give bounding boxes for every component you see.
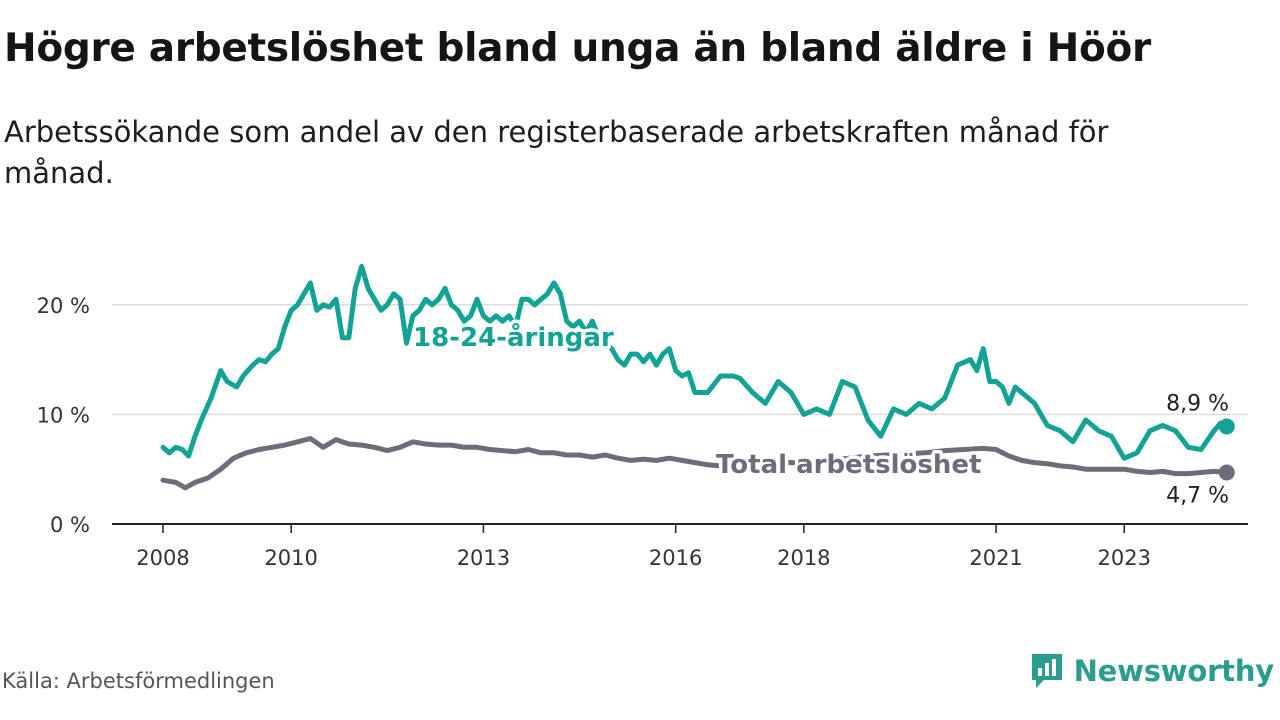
total-series-label: Total arbetslöshet — [716, 450, 981, 480]
source-note: Källa: Arbetsförmedlingen — [2, 669, 275, 693]
x-tick-label: 2016 — [649, 546, 702, 570]
brand-name: Newsworthy — [1073, 654, 1275, 688]
x-tick-label: 2013 — [457, 546, 510, 570]
gridlines — [112, 304, 1248, 416]
x-tick-label: 2010 — [264, 546, 317, 570]
x-tick-label: 2023 — [1098, 546, 1151, 570]
chart-title: Högre arbetslöshet bland unga än bland ä… — [4, 26, 1151, 71]
x-tick-label: 2008 — [136, 546, 189, 570]
total-end-point — [1218, 464, 1235, 481]
x-tick-label: 2018 — [777, 546, 830, 570]
total-series-line — [160, 436, 1230, 491]
newsworthy-logo-icon — [1031, 654, 1062, 688]
x-axis: 0 % 10 % 20 % 2008 2010 2013 2016 2018 2021 2023 — [37, 294, 1248, 570]
y-tick-label: 0 % — [50, 513, 90, 537]
youth-series-line — [160, 263, 1230, 461]
youth-series-label: 18-24-åringar — [413, 321, 614, 353]
youth-end-point — [1218, 418, 1235, 435]
chart-subtitle: Arbetssökande som andel av den registerb… — [4, 115, 1109, 190]
data-labels: 18-24-åringar Total arbetslöshet 8,9 % 4,7 … — [410, 318, 1230, 509]
series-lines — [160, 263, 1235, 491]
y-tick-label: 10 % — [37, 403, 90, 427]
total-end-label: 4,7 % — [1166, 483, 1229, 508]
brand-logo: Newsworthy — [1030, 652, 1274, 690]
x-tick-label: 2021 — [969, 546, 1022, 570]
youth-end-label: 8,9 % — [1166, 391, 1229, 416]
y-tick-label: 20 % — [37, 294, 90, 318]
